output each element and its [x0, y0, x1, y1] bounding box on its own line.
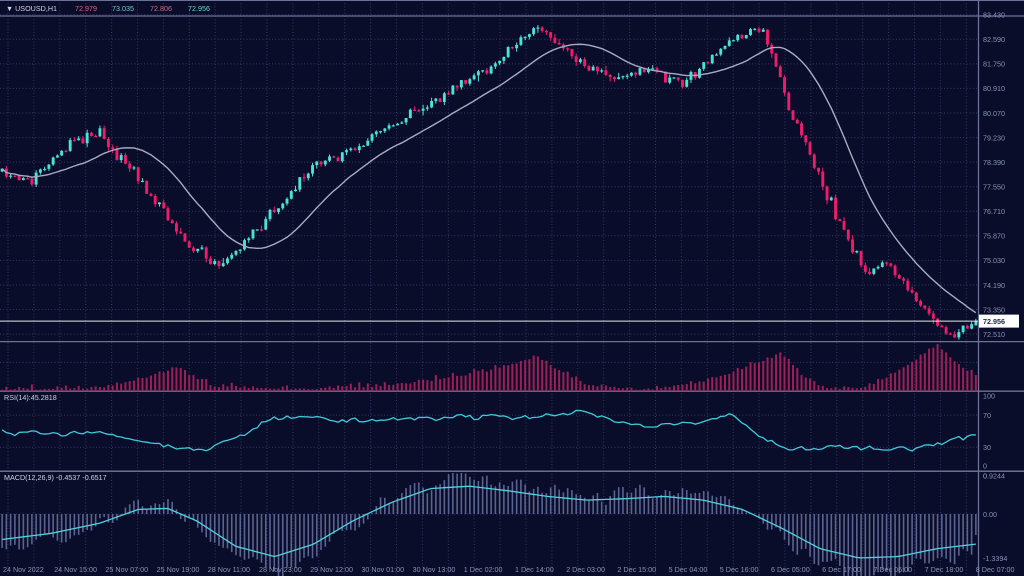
svg-text:80.910: 80.910 [983, 84, 1005, 93]
svg-text:6 Dec 17:00: 6 Dec 17:00 [822, 565, 861, 574]
svg-text:5 Dec 16:00: 5 Dec 16:00 [720, 565, 759, 574]
svg-text:74.190: 74.190 [983, 281, 1005, 290]
svg-text:25 Nov 07:00: 25 Nov 07:00 [105, 565, 148, 574]
svg-text:28 Nov 23:00: 28 Nov 23:00 [259, 565, 302, 574]
svg-text:29 Nov 12:00: 29 Nov 12:00 [310, 565, 353, 574]
svg-text:2 Dec 15:00: 2 Dec 15:00 [617, 565, 656, 574]
svg-text:79.230: 79.230 [983, 133, 1005, 142]
svg-text:8 Dec 07:00: 8 Dec 07:00 [976, 565, 1015, 574]
svg-text:7 Dec 06:00: 7 Dec 06:00 [873, 565, 912, 574]
svg-text:77.550: 77.550 [983, 183, 1005, 192]
svg-text:73.035: 73.035 [112, 4, 134, 13]
svg-text:RSI(14):45.2818: RSI(14):45.2818 [4, 393, 57, 402]
svg-text:83.430: 83.430 [983, 11, 1005, 20]
svg-text:7 Dec 18:00: 7 Dec 18:00 [925, 565, 964, 574]
svg-text:25 Nov 19:00: 25 Nov 19:00 [157, 565, 200, 574]
svg-text:24 Nov 15:00: 24 Nov 15:00 [54, 565, 97, 574]
svg-text:30 Nov 13:00: 30 Nov 13:00 [413, 565, 456, 574]
svg-text:72.956: 72.956 [188, 4, 210, 13]
svg-text:0: 0 [983, 462, 987, 471]
svg-text:▼ USOUSD,H1: ▼ USOUSD,H1 [6, 4, 57, 13]
svg-text:80.070: 80.070 [983, 109, 1005, 118]
svg-text:24 Nov 2022: 24 Nov 2022 [3, 565, 44, 574]
svg-text:73.350: 73.350 [983, 305, 1005, 314]
svg-text:5 Dec 04:00: 5 Dec 04:00 [669, 565, 708, 574]
svg-text:30: 30 [983, 443, 991, 452]
svg-text:72.806: 72.806 [150, 4, 172, 13]
svg-text:6 Dec 05:00: 6 Dec 05:00 [771, 565, 810, 574]
svg-text:1 Dec 14:00: 1 Dec 14:00 [515, 565, 554, 574]
svg-text:1 Dec 02:00: 1 Dec 02:00 [464, 565, 503, 574]
svg-text:82.590: 82.590 [983, 35, 1005, 44]
svg-text:72.510: 72.510 [983, 330, 1005, 339]
svg-text:72.979: 72.979 [75, 4, 97, 13]
svg-text:0.00: 0.00 [983, 510, 997, 519]
svg-text:72.956: 72.956 [983, 317, 1005, 326]
svg-text:28 Nov 11:00: 28 Nov 11:00 [208, 565, 250, 574]
svg-text:30 Nov 01:00: 30 Nov 01:00 [361, 565, 404, 574]
svg-text:2 Dec 03:00: 2 Dec 03:00 [566, 565, 605, 574]
svg-text:100: 100 [983, 392, 995, 401]
svg-text:MACD(12,26,9) -0.4537 -0.6517: MACD(12,26,9) -0.4537 -0.6517 [4, 473, 107, 482]
svg-text:75.870: 75.870 [983, 232, 1005, 241]
svg-text:-1.3394: -1.3394 [983, 554, 1007, 563]
svg-text:0.9244: 0.9244 [983, 472, 1005, 481]
svg-text:78.390: 78.390 [983, 158, 1005, 167]
svg-text:81.750: 81.750 [983, 60, 1005, 69]
svg-text:75.030: 75.030 [983, 256, 1005, 265]
svg-text:70: 70 [983, 411, 991, 420]
svg-text:76.710: 76.710 [983, 207, 1005, 216]
